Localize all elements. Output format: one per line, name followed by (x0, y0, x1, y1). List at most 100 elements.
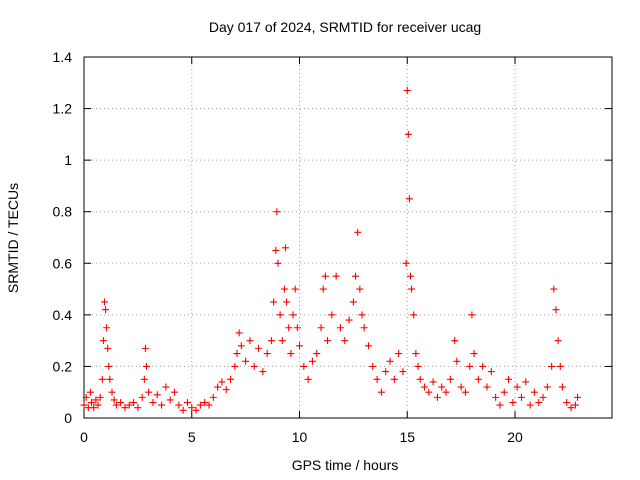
plot-frame (83, 56, 613, 419)
data-point (433, 393, 441, 401)
data-point (492, 393, 500, 401)
data-point (267, 337, 275, 345)
data-point (283, 298, 291, 306)
data-point (231, 362, 239, 370)
y-tick-label: 1 (64, 152, 72, 168)
data-point (96, 393, 104, 401)
data-point (250, 362, 258, 370)
data-point (110, 396, 118, 404)
data-point (183, 399, 191, 407)
data-point (134, 404, 142, 412)
data-point (196, 401, 204, 409)
y-tick-label: 0 (64, 410, 72, 426)
data-point (227, 375, 235, 383)
chart-title: Day 017 of 2024, SRMTID for receiver uca… (209, 19, 481, 35)
data-point (285, 324, 293, 332)
data-point (496, 401, 504, 409)
x-axis-label: GPS time / hours (292, 457, 399, 473)
data-point (530, 388, 538, 396)
data-point (108, 388, 116, 396)
data-point (282, 244, 290, 252)
x-tick-label: 15 (399, 429, 415, 445)
axis-ticks: 0 0.2 0.4 0.6 0.8 1 1.2 1.4 0 5 10 15 20 (53, 49, 612, 445)
data-point (425, 388, 433, 396)
data-point (341, 337, 349, 345)
data-point (321, 272, 329, 280)
data-point (304, 375, 312, 383)
data-point (142, 362, 150, 370)
data-point (410, 311, 418, 319)
data-point (360, 324, 368, 332)
data-point (287, 350, 295, 358)
data-point (354, 228, 362, 236)
data-point (237, 342, 245, 350)
data-point (82, 393, 90, 401)
data-point (554, 337, 562, 345)
data-point (358, 311, 366, 319)
data-point (317, 324, 325, 332)
data-point (373, 375, 381, 383)
data-point (313, 350, 321, 358)
data-point (104, 344, 112, 352)
data-point (259, 368, 267, 376)
data-point (235, 329, 243, 337)
x-tick-label: 5 (188, 429, 196, 445)
data-point (105, 362, 113, 370)
data-point (300, 362, 308, 370)
data-point (80, 401, 88, 409)
y-axis-label: SRMTID / TECUs (5, 183, 21, 293)
y-tick-label: 1.2 (53, 101, 73, 117)
data-point (112, 401, 120, 409)
data-point (106, 375, 114, 383)
data-point (563, 399, 571, 407)
data-point (404, 130, 412, 138)
data-point (377, 388, 385, 396)
data-point (356, 285, 364, 293)
data-point (149, 399, 157, 407)
data-point (255, 344, 263, 352)
data-point (505, 375, 513, 383)
data-point (328, 311, 336, 319)
y-tick-label: 0.2 (53, 358, 73, 374)
data-point (406, 272, 414, 280)
data-point (457, 383, 465, 391)
data-point (308, 357, 316, 365)
data-point (171, 388, 179, 396)
data-point (246, 337, 254, 345)
data-point (483, 383, 491, 391)
data-point (242, 357, 250, 365)
data-point (466, 362, 474, 370)
data-point (556, 362, 564, 370)
data-point (390, 375, 398, 383)
data-point (517, 393, 525, 401)
data-point (102, 306, 110, 314)
grid-lines (84, 57, 612, 418)
data-point (99, 337, 107, 345)
data-point (429, 378, 437, 386)
data-point (214, 383, 222, 391)
data-point (140, 375, 148, 383)
data-point (280, 285, 288, 293)
data-point (291, 285, 299, 293)
data-point (162, 383, 170, 391)
data-point (276, 311, 284, 319)
data-point (263, 350, 271, 358)
data-points (80, 87, 582, 414)
data-point (446, 375, 454, 383)
data-point (233, 350, 241, 358)
data-point (487, 368, 495, 376)
data-point (500, 388, 508, 396)
data-point (571, 401, 579, 409)
data-point (201, 399, 209, 407)
data-point (222, 386, 230, 394)
data-point (205, 401, 213, 409)
data-point (158, 401, 166, 409)
data-point (574, 393, 582, 401)
data-point (558, 383, 566, 391)
data-point (92, 396, 100, 404)
data-point (272, 246, 280, 254)
data-point (138, 393, 146, 401)
data-point (86, 388, 94, 396)
data-point (130, 399, 138, 407)
data-point (188, 404, 196, 412)
